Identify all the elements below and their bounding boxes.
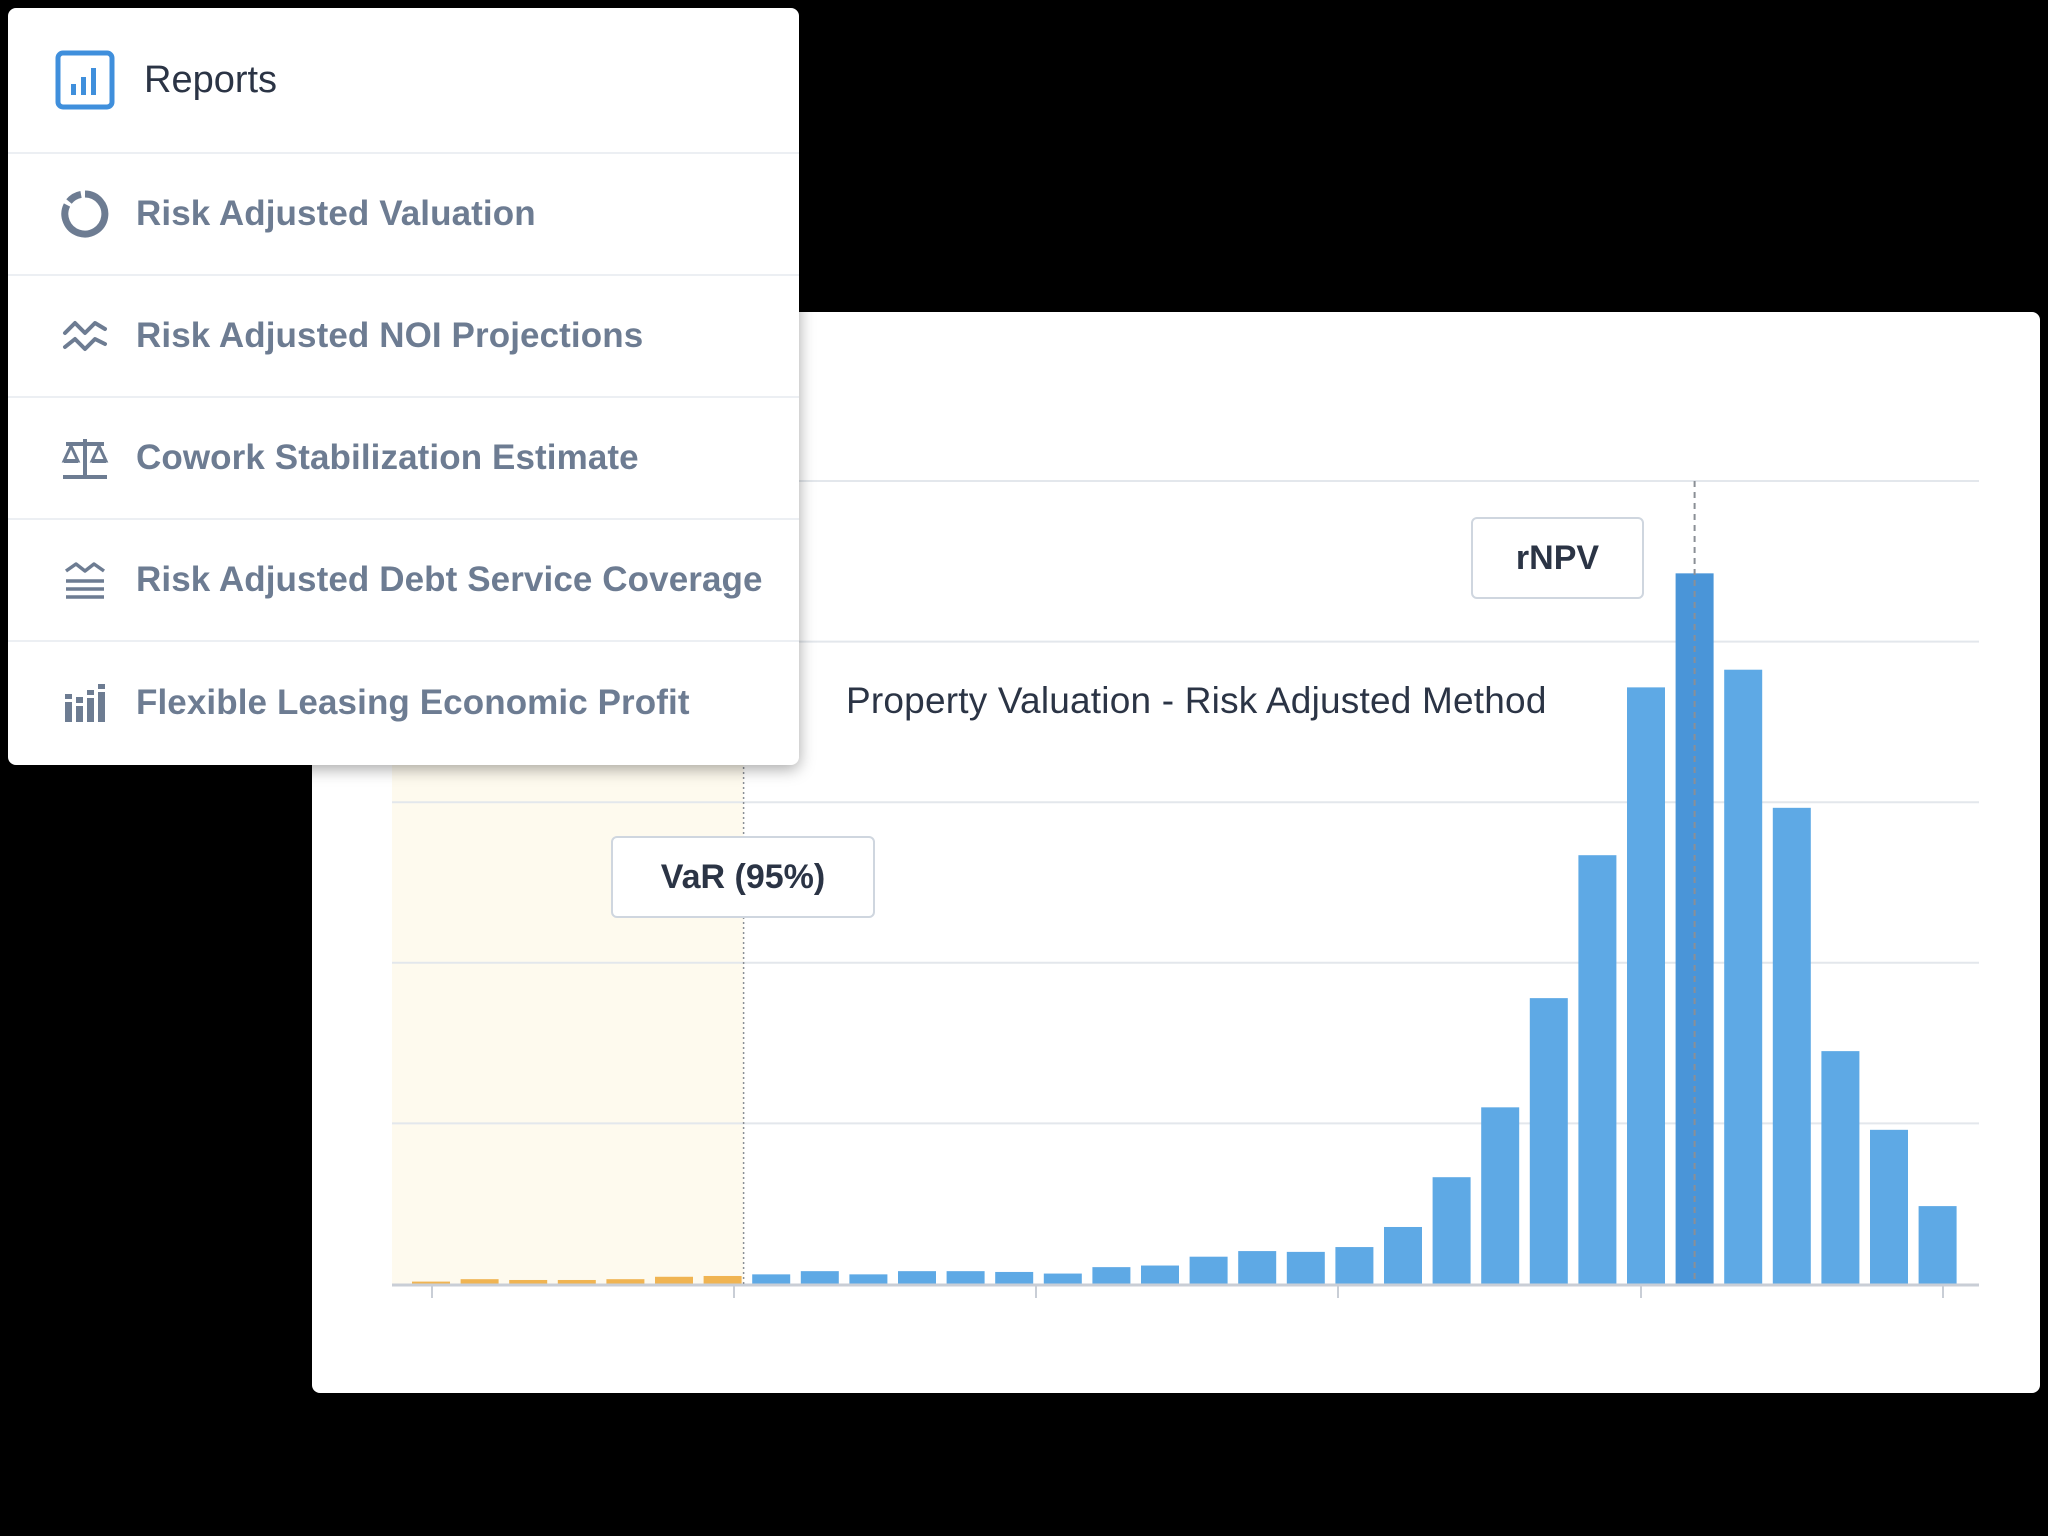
histogram-bar: [995, 1271, 1034, 1284]
histogram-bar: [606, 1279, 645, 1284]
histogram-bar: [412, 1281, 450, 1284]
bar-chart-icon: [55, 50, 115, 110]
histogram-bar: [800, 1271, 839, 1284]
menu-item-label: Flexible Leasing Economic Profit: [136, 683, 690, 722]
trend-lines-icon: [60, 311, 110, 361]
histogram-bar: [898, 1271, 936, 1284]
histogram-bar: [1481, 1107, 1520, 1284]
menu-item-risk-adjusted-debt-service-coverage[interactable]: Risk Adjusted Debt Service Coverage: [8, 520, 799, 642]
balance-scale-icon: [60, 433, 110, 483]
histogram-bar: [1043, 1273, 1082, 1284]
histogram-bar: [1821, 1051, 1860, 1284]
histogram-bar: [1529, 998, 1568, 1284]
menu-item-risk-adjusted-valuation[interactable]: Risk Adjusted Valuation: [8, 154, 799, 276]
histogram-bar: [1918, 1206, 1957, 1284]
histogram-bar: [557, 1279, 596, 1284]
var-callout: VaR (95%): [611, 836, 875, 918]
donut-chart-icon: [60, 189, 110, 239]
histogram-bar: [1092, 1267, 1131, 1284]
menu-item-label: Risk Adjusted NOI Projections: [136, 316, 644, 355]
histogram-bar: [1724, 669, 1763, 1284]
reports-menu: Reports Risk Adjusted Valuation Risk Adj…: [8, 8, 799, 765]
menu-item-label: Cowork Stabilization Estimate: [136, 438, 639, 477]
menu-item-risk-adjusted-noi-projections[interactable]: Risk Adjusted NOI Projections: [8, 276, 799, 398]
histogram-bar: [1432, 1177, 1471, 1284]
menu-item-cowork-stabilization-estimate[interactable]: Cowork Stabilization Estimate: [8, 398, 799, 520]
histogram-bar: [1141, 1265, 1179, 1284]
histogram-bar: [1286, 1251, 1325, 1284]
histogram-bar: [1870, 1129, 1908, 1284]
menu-title: Reports: [144, 58, 278, 101]
histogram-bar: [1578, 855, 1617, 1284]
histogram-bar: [946, 1271, 985, 1284]
chart-title: Property Valuation - Risk Adjusted Metho…: [846, 680, 1547, 721]
histogram-bar: [849, 1274, 888, 1284]
grouped-bars-icon: [60, 678, 110, 728]
histogram-bar: [1238, 1251, 1277, 1284]
water-level-icon: [60, 555, 110, 605]
histogram-bar: [1384, 1226, 1422, 1284]
histogram-bar: [1189, 1256, 1228, 1284]
histogram-bar: [1772, 807, 1811, 1284]
menu-header[interactable]: Reports: [8, 8, 799, 154]
histogram-bar: [1627, 687, 1665, 1284]
histogram-bar: [460, 1279, 499, 1284]
menu-item-label: Risk Adjusted Debt Service Coverage: [136, 560, 763, 599]
histogram-bar: [1335, 1247, 1374, 1284]
histogram-bar: [509, 1279, 548, 1284]
rnpv-callout: rNPV: [1471, 517, 1644, 599]
histogram-bar: [703, 1275, 742, 1284]
menu-item-label: Risk Adjusted Valuation: [136, 194, 536, 233]
histogram-bar: [655, 1276, 693, 1284]
menu-item-flexible-leasing-economic-profit[interactable]: Flexible Leasing Economic Profit: [8, 642, 799, 764]
histogram-bar: [752, 1274, 791, 1284]
